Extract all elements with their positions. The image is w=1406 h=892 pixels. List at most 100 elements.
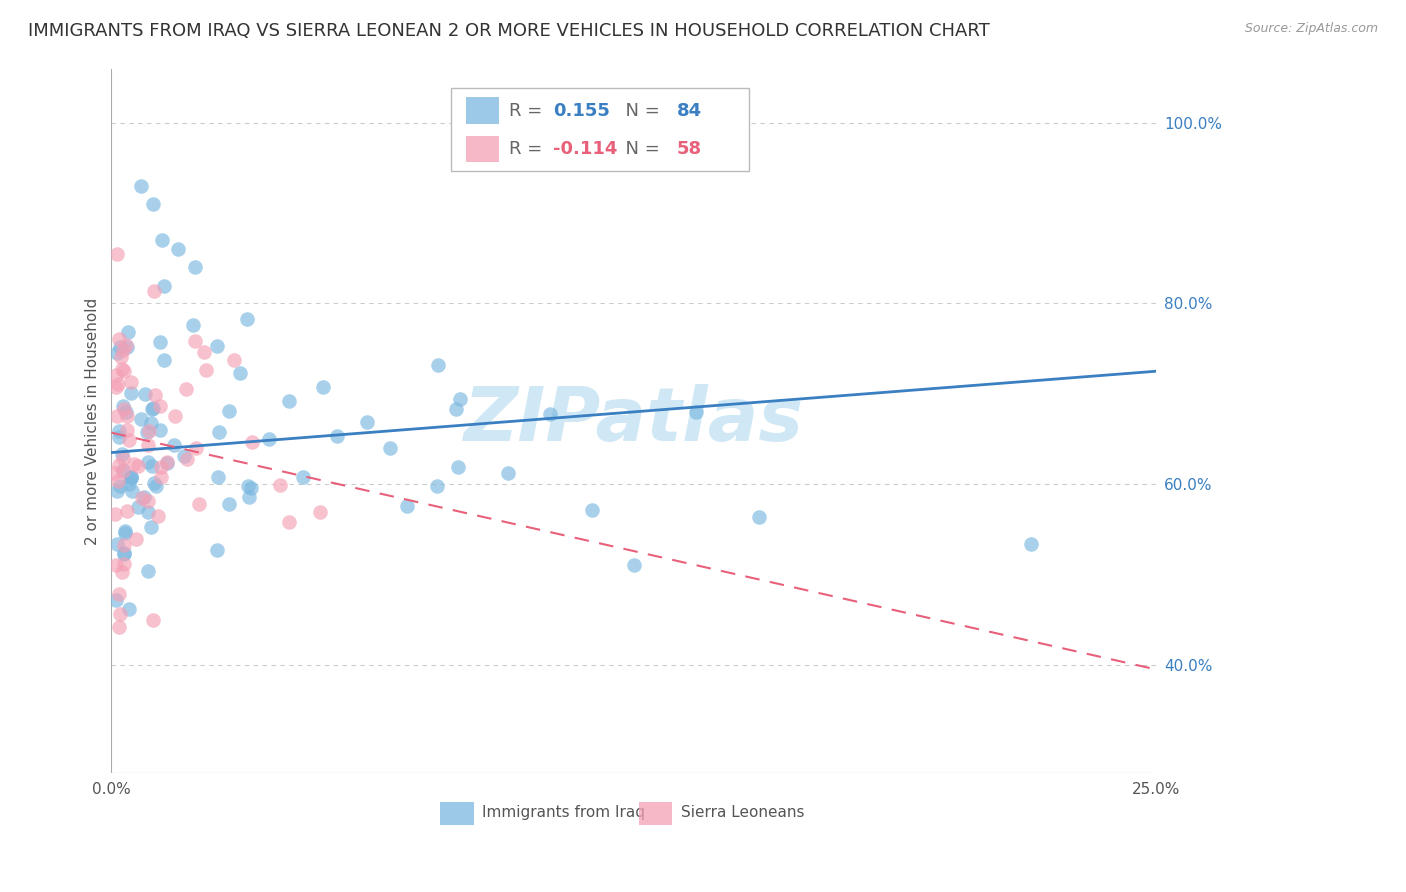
Point: [277, 515, 299, 529]
Point: [167, 242, 190, 256]
Point: [115, 423, 138, 437]
Point: [105, 484, 128, 499]
Point: [105, 247, 128, 261]
Point: [447, 460, 470, 475]
Point: [120, 470, 142, 484]
Point: [112, 547, 135, 561]
Point: [108, 424, 131, 438]
Text: 84: 84: [676, 102, 702, 120]
Point: [184, 260, 207, 275]
Point: [105, 536, 128, 550]
Point: [187, 497, 209, 511]
Point: [136, 425, 159, 439]
Point: [110, 350, 132, 364]
Point: [131, 491, 153, 505]
Text: Sierra Leoneans: Sierra Leoneans: [681, 805, 804, 820]
Point: [149, 423, 172, 437]
Point: [218, 404, 240, 418]
Point: [107, 458, 129, 472]
Text: Source: ZipAtlas.com: Source: ZipAtlas.com: [1244, 22, 1378, 36]
Point: [142, 197, 165, 211]
FancyBboxPatch shape: [451, 87, 748, 170]
Point: [312, 380, 335, 394]
Point: [115, 503, 138, 517]
Point: [112, 399, 135, 413]
Point: [257, 433, 280, 447]
Text: N =: N =: [614, 102, 665, 120]
Point: [111, 447, 134, 461]
Point: [150, 233, 173, 247]
Point: [112, 364, 135, 378]
Point: [238, 479, 260, 493]
Point: [538, 407, 561, 421]
Point: [114, 557, 136, 571]
Point: [105, 592, 128, 607]
Point: [115, 340, 138, 354]
Point: [103, 466, 125, 480]
Point: [156, 457, 179, 471]
Point: [111, 343, 134, 358]
Point: [141, 459, 163, 474]
Point: [173, 449, 195, 463]
Point: [129, 412, 152, 426]
Point: [224, 353, 246, 368]
Point: [156, 455, 179, 469]
Point: [184, 441, 207, 455]
Point: [146, 508, 169, 523]
Point: [308, 505, 330, 519]
FancyBboxPatch shape: [440, 802, 474, 825]
Point: [114, 526, 136, 541]
Point: [114, 524, 136, 538]
Point: [134, 387, 156, 401]
Point: [240, 434, 263, 449]
Point: [114, 338, 136, 352]
Point: [108, 430, 131, 444]
Point: [142, 284, 165, 298]
Point: [105, 409, 128, 424]
Point: [120, 469, 142, 483]
Point: [218, 497, 240, 511]
Point: [207, 543, 229, 558]
Point: [277, 394, 299, 409]
Point: [427, 358, 450, 372]
Point: [108, 479, 131, 493]
FancyBboxPatch shape: [465, 136, 499, 162]
Text: Immigrants from Iraq: Immigrants from Iraq: [482, 805, 645, 820]
Text: ZIPatlas: ZIPatlas: [464, 384, 804, 458]
Point: [112, 546, 135, 560]
Point: [269, 477, 291, 491]
Text: 0.155: 0.155: [553, 102, 610, 120]
Point: [145, 388, 167, 402]
Point: [108, 586, 131, 600]
Point: [121, 484, 143, 499]
Point: [184, 334, 207, 348]
Point: [142, 401, 165, 416]
Point: [426, 479, 449, 493]
Point: [120, 375, 142, 389]
Point: [124, 457, 146, 471]
Point: [149, 335, 172, 350]
Point: [145, 479, 167, 493]
Point: [150, 460, 173, 475]
Point: [498, 467, 520, 481]
Point: [292, 469, 315, 483]
Point: [107, 474, 129, 488]
FancyBboxPatch shape: [465, 97, 499, 124]
Point: [153, 278, 176, 293]
Point: [142, 613, 165, 627]
Point: [104, 380, 127, 394]
Point: [108, 332, 131, 346]
Point: [104, 507, 127, 521]
Point: [120, 471, 142, 485]
Point: [163, 409, 186, 424]
Point: [325, 429, 347, 443]
Point: [138, 424, 160, 438]
Point: [685, 405, 707, 419]
Point: [205, 339, 228, 353]
Point: [111, 361, 134, 376]
Point: [136, 565, 159, 579]
Point: [176, 452, 198, 467]
Point: [1019, 537, 1042, 551]
Point: [207, 425, 229, 440]
Point: [118, 433, 141, 447]
